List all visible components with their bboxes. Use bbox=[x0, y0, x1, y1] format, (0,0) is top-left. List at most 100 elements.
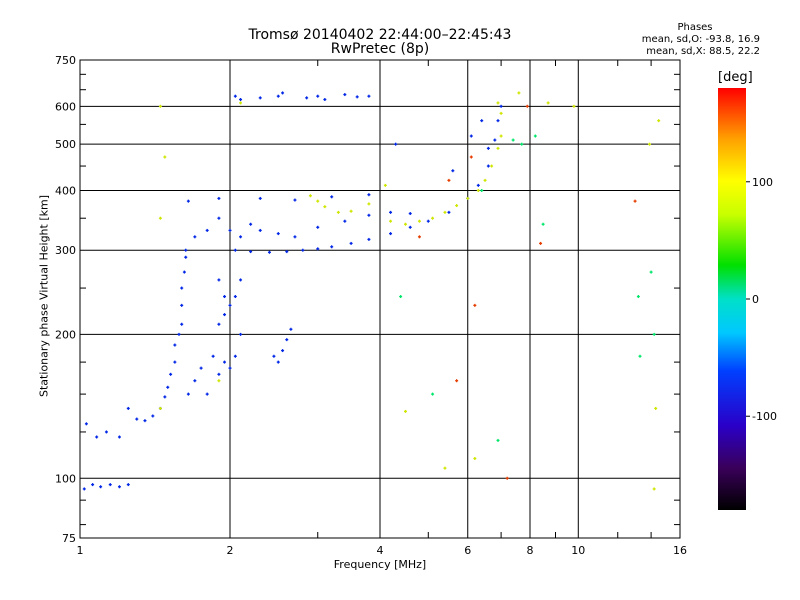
phase-stats: Phases mean, sd,O: -93.8, 16.9 mean, sd,… bbox=[560, 22, 760, 58]
data-point bbox=[323, 98, 327, 102]
data-point bbox=[281, 349, 285, 353]
data-point bbox=[330, 195, 334, 199]
data-point bbox=[431, 216, 435, 220]
data-point bbox=[505, 476, 509, 480]
y-axis-label: Stationary phase Virtual Height [km] bbox=[37, 194, 51, 398]
data-point bbox=[533, 134, 537, 138]
data-point bbox=[473, 456, 477, 460]
data-point bbox=[316, 94, 320, 98]
phase-stats-x: mean, sd,X: 88.5, 22.2 bbox=[646, 46, 760, 57]
data-point bbox=[258, 196, 262, 200]
data-point bbox=[541, 222, 545, 226]
data-point bbox=[443, 210, 447, 214]
data-point bbox=[546, 101, 550, 105]
data-point bbox=[496, 119, 500, 123]
data-point bbox=[301, 248, 305, 252]
data-point bbox=[166, 385, 170, 389]
data-point bbox=[408, 225, 412, 229]
x-tick-label: 6 bbox=[464, 544, 471, 557]
data-point bbox=[389, 219, 393, 223]
colorbar-label: [deg] bbox=[718, 70, 753, 85]
data-point bbox=[239, 101, 243, 105]
data-point bbox=[180, 286, 184, 290]
data-point bbox=[228, 303, 232, 307]
data-point bbox=[258, 228, 262, 232]
data-point bbox=[652, 487, 656, 491]
data-point bbox=[184, 255, 188, 259]
x-axis-ticks: 1 2 4 6 8 10 16 bbox=[77, 60, 687, 557]
data-point bbox=[499, 104, 503, 108]
data-point bbox=[258, 96, 262, 100]
data-point bbox=[343, 219, 347, 223]
x-tick-label: 10 bbox=[571, 544, 585, 557]
data-point bbox=[638, 354, 642, 358]
data-point bbox=[343, 93, 347, 97]
y-tick-label: 200 bbox=[55, 328, 76, 341]
data-point bbox=[431, 392, 435, 396]
data-point bbox=[233, 295, 237, 299]
data-point bbox=[476, 183, 480, 187]
data-point bbox=[316, 199, 320, 203]
data-point bbox=[205, 228, 209, 232]
x-axis-label: Frequency [MHz] bbox=[333, 558, 427, 571]
data-point bbox=[539, 241, 543, 245]
data-point bbox=[316, 225, 320, 229]
data-point bbox=[249, 250, 253, 254]
data-point bbox=[389, 232, 393, 236]
y-tick-label: 400 bbox=[55, 184, 76, 197]
data-point bbox=[394, 142, 398, 146]
data-point bbox=[483, 178, 487, 182]
colorbar-tick-label: 100 bbox=[752, 176, 773, 189]
data-point bbox=[367, 193, 371, 197]
data-point bbox=[417, 219, 421, 223]
data-point bbox=[426, 219, 430, 223]
data-point bbox=[239, 278, 243, 282]
data-point bbox=[486, 164, 490, 168]
x-tick-label: 16 bbox=[673, 544, 687, 557]
data-point bbox=[233, 94, 237, 98]
data-point bbox=[367, 94, 371, 98]
data-point bbox=[91, 483, 95, 487]
data-point bbox=[490, 164, 494, 168]
data-point bbox=[239, 235, 243, 239]
data-point bbox=[126, 406, 130, 410]
y-tick-label: 600 bbox=[55, 100, 76, 113]
data-point bbox=[493, 138, 497, 142]
y-tick-label: 100 bbox=[55, 472, 76, 485]
data-point bbox=[403, 409, 407, 413]
data-point bbox=[276, 360, 280, 364]
data-point bbox=[636, 295, 640, 299]
data-point bbox=[223, 360, 227, 364]
data-point bbox=[469, 134, 473, 138]
data-point bbox=[117, 435, 121, 439]
data-point bbox=[135, 417, 139, 421]
data-point bbox=[143, 419, 147, 423]
data-point bbox=[239, 98, 243, 102]
data-point bbox=[293, 235, 297, 239]
data-point bbox=[126, 483, 130, 487]
x-tick-label: 4 bbox=[377, 544, 384, 557]
data-point bbox=[173, 360, 177, 364]
data-point bbox=[239, 332, 243, 336]
data-point bbox=[367, 237, 371, 241]
data-point bbox=[217, 278, 221, 282]
data-point bbox=[389, 210, 393, 214]
y-tick-label: 750 bbox=[55, 54, 76, 67]
data-point bbox=[233, 248, 237, 252]
data-point bbox=[158, 406, 162, 410]
data-point bbox=[403, 222, 407, 226]
data-point bbox=[473, 303, 477, 307]
data-point bbox=[451, 169, 455, 173]
data-point bbox=[285, 250, 289, 254]
data-point bbox=[223, 313, 227, 317]
data-point bbox=[316, 247, 320, 251]
data-point bbox=[158, 104, 162, 108]
data-point bbox=[654, 406, 658, 410]
data-point bbox=[180, 322, 184, 326]
data-point bbox=[499, 111, 503, 115]
y-tick-label: 300 bbox=[55, 244, 76, 257]
data-point bbox=[399, 295, 403, 299]
data-point bbox=[285, 338, 289, 342]
data-point bbox=[276, 232, 280, 236]
